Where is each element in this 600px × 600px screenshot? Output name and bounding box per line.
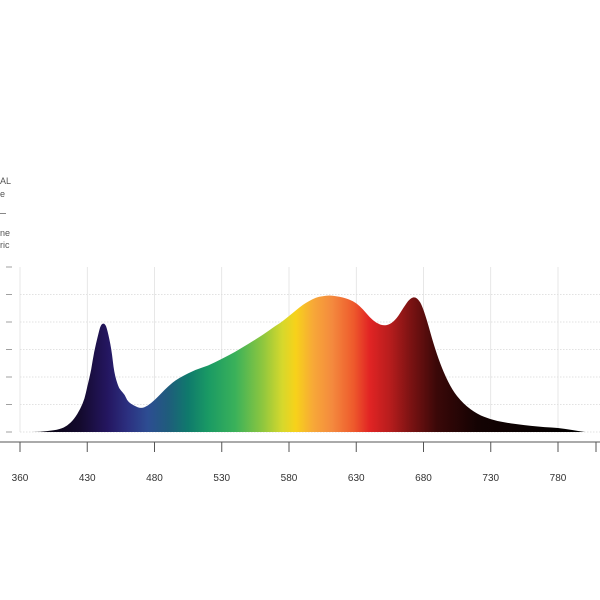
side-label-fragment-1: AL bbox=[0, 176, 12, 186]
x-tick-label: 360 bbox=[12, 473, 29, 484]
x-axis-ticks: 360 430 480 530 580 630 680 730 780 bbox=[12, 442, 597, 484]
spectrum-area bbox=[20, 295, 585, 432]
side-label-fragment-4: ric bbox=[0, 240, 10, 250]
x-tick-label: 580 bbox=[281, 473, 298, 484]
x-tick-label: 480 bbox=[146, 473, 163, 484]
x-tick-label: 430 bbox=[79, 473, 96, 484]
x-tick-label: 630 bbox=[348, 473, 365, 484]
side-label-fragment-3: ne bbox=[0, 228, 11, 238]
side-label-fragment-2: e bbox=[0, 189, 6, 199]
x-tick-label: 530 bbox=[213, 473, 230, 484]
side-divider bbox=[0, 213, 6, 214]
x-tick-label: 780 bbox=[550, 473, 567, 484]
x-tick-label: 730 bbox=[482, 473, 499, 484]
x-tick-label: 680 bbox=[415, 473, 432, 484]
